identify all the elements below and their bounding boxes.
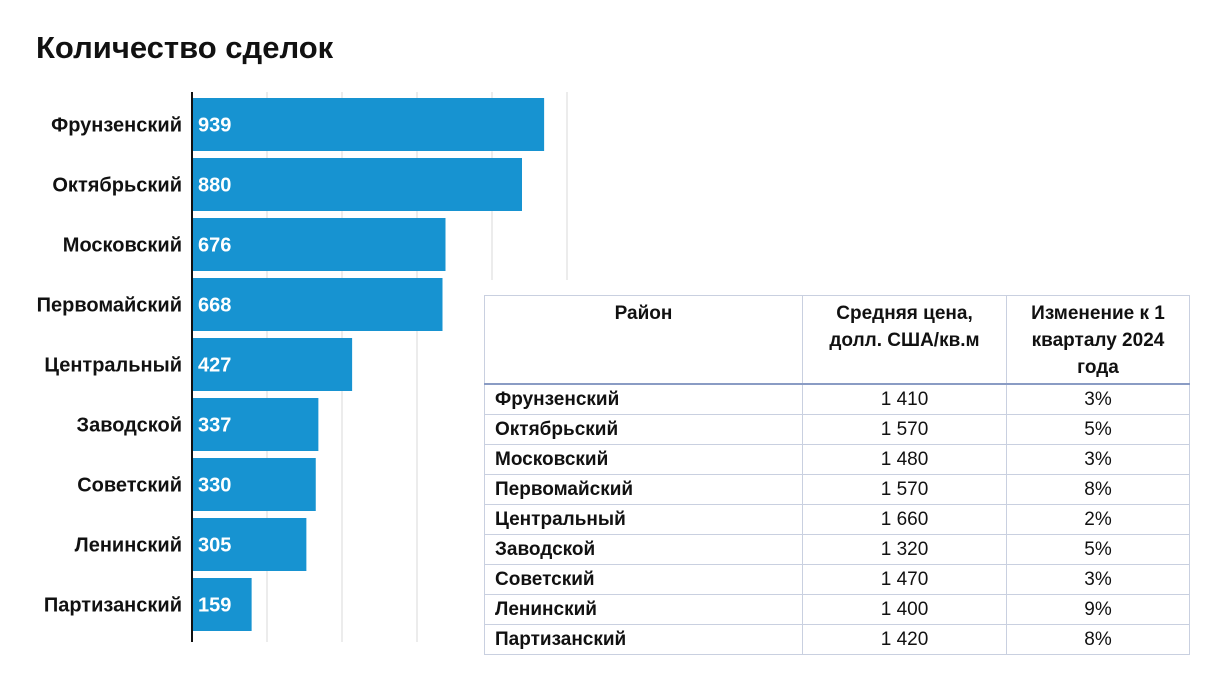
cell-change: 5% bbox=[1006, 414, 1190, 445]
bar-value-label: 159 bbox=[198, 595, 231, 617]
price-table: Район Средняя цена, долл. США/кв.м Измен… bbox=[484, 295, 1190, 655]
cell-price: 1 570 bbox=[802, 474, 1007, 505]
bar-value-label: 676 bbox=[198, 235, 231, 257]
cell-change: 8% bbox=[1006, 624, 1190, 655]
category-label: Октябрьский bbox=[52, 175, 182, 197]
cell-district: Центральный bbox=[484, 504, 803, 535]
table-row: Октябрьский 1 570 5% bbox=[484, 414, 1190, 445]
bar-value-label: 427 bbox=[198, 355, 231, 377]
cell-change: 3% bbox=[1006, 444, 1190, 475]
cell-change: 9% bbox=[1006, 594, 1190, 625]
bar bbox=[192, 338, 353, 391]
cell-change: 8% bbox=[1006, 474, 1190, 505]
table-row: Партизанский 1 420 8% bbox=[484, 624, 1190, 655]
bar bbox=[192, 518, 307, 571]
cell-district: Первомайский bbox=[484, 474, 803, 505]
bar bbox=[192, 218, 446, 271]
cell-price: 1 660 bbox=[802, 504, 1007, 535]
table-row: Ленинский 1 400 9% bbox=[484, 594, 1190, 625]
bar bbox=[192, 158, 522, 211]
cell-district: Московский bbox=[484, 444, 803, 475]
table-header-row: Район Средняя цена, долл. США/кв.м Измен… bbox=[484, 295, 1190, 385]
cell-price: 1 480 bbox=[802, 444, 1007, 475]
table-row: Центральный 1 660 2% bbox=[484, 504, 1190, 535]
table-row: Советский 1 470 3% bbox=[484, 564, 1190, 595]
cell-district: Заводской bbox=[484, 534, 803, 565]
header-avg-price: Средняя цена, долл. США/кв.м bbox=[802, 295, 1007, 385]
header-change: Изменение к 1 кварталу 2024 года bbox=[1006, 295, 1190, 385]
cell-district: Партизанский bbox=[484, 624, 803, 655]
category-label: Заводской bbox=[77, 415, 182, 437]
cell-change: 3% bbox=[1006, 564, 1190, 595]
header-district: Район bbox=[484, 295, 803, 385]
bar bbox=[192, 458, 316, 511]
table-row: Фрунзенский 1 410 3% bbox=[484, 383, 1190, 415]
bar bbox=[192, 278, 443, 331]
cell-price: 1 470 bbox=[802, 564, 1007, 595]
table-row: Заводской 1 320 5% bbox=[484, 534, 1190, 565]
price-table-container: Район Средняя цена, долл. США/кв.м Измен… bbox=[484, 295, 1190, 655]
bar-value-label: 330 bbox=[198, 475, 231, 497]
chart-title: Количество сделок bbox=[36, 30, 334, 65]
cell-price: 1 570 bbox=[802, 414, 1007, 445]
bar-value-label: 668 bbox=[198, 295, 231, 317]
labels: 939 Фрунзенский 880 Октябрьский 676 Московски… bbox=[37, 115, 232, 617]
category-label: Первомайский bbox=[37, 295, 182, 317]
cell-change: 2% bbox=[1006, 504, 1190, 535]
bar bbox=[192, 398, 319, 451]
cell-price: 1 400 bbox=[802, 594, 1007, 625]
cell-change: 3% bbox=[1006, 383, 1190, 415]
bar-value-label: 337 bbox=[198, 415, 231, 437]
category-label: Партизанский bbox=[44, 595, 182, 617]
cell-price: 1 410 bbox=[802, 383, 1007, 415]
bar-value-label: 880 bbox=[198, 175, 231, 197]
category-label: Московский bbox=[63, 235, 182, 257]
cell-district: Советский bbox=[484, 564, 803, 595]
cell-change: 5% bbox=[1006, 534, 1190, 565]
cell-price: 1 320 bbox=[802, 534, 1007, 565]
bars bbox=[192, 98, 545, 631]
bar-value-label: 305 bbox=[198, 535, 231, 557]
table-row: Московский 1 480 3% bbox=[484, 444, 1190, 475]
bar bbox=[192, 578, 252, 631]
cell-price: 1 420 bbox=[802, 624, 1007, 655]
bar bbox=[192, 98, 545, 151]
cell-district: Фрунзенский bbox=[484, 383, 803, 415]
category-label: Советский bbox=[77, 475, 182, 497]
table-row: Первомайский 1 570 8% bbox=[484, 474, 1190, 505]
bar-value-label: 939 bbox=[198, 115, 231, 137]
category-label: Центральный bbox=[44, 355, 182, 377]
cell-district: Октябрьский bbox=[484, 414, 803, 445]
category-label: Фрунзенский bbox=[51, 115, 182, 137]
category-label: Ленинский bbox=[75, 535, 182, 557]
cell-district: Ленинский bbox=[484, 594, 803, 625]
